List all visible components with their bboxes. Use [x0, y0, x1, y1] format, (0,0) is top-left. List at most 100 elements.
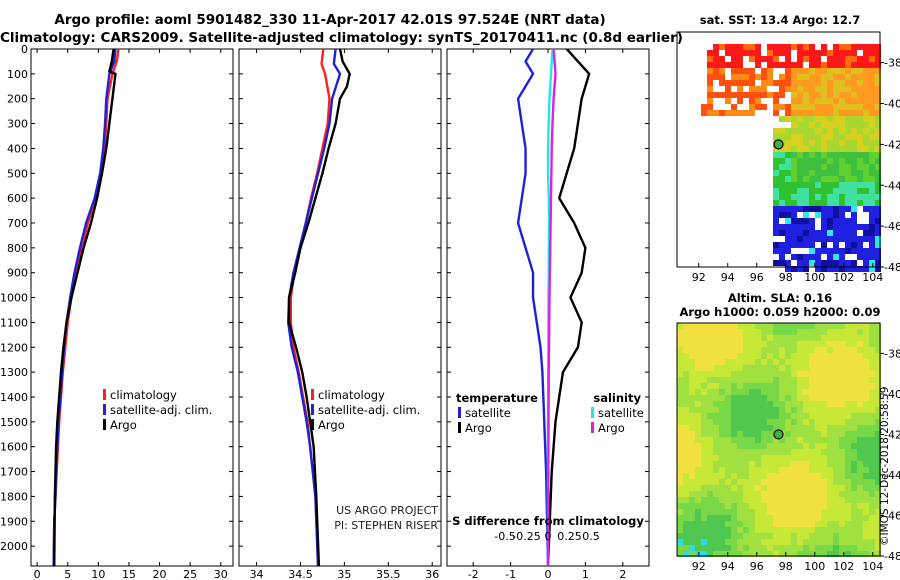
map-cell	[731, 377, 737, 383]
map-cell	[773, 182, 779, 188]
map-cell	[815, 50, 821, 56]
y-tick-label: 2000	[0, 540, 28, 553]
map-cell	[857, 266, 863, 272]
map-cell	[743, 383, 749, 389]
map-cell	[701, 533, 707, 539]
map-cell	[863, 335, 869, 341]
map-cell	[743, 74, 749, 80]
map-cell	[803, 335, 809, 341]
map-cell	[857, 353, 863, 359]
map-cell	[785, 188, 791, 194]
map-cell	[719, 539, 725, 545]
map-cell	[785, 242, 791, 248]
map-cell	[845, 158, 851, 164]
map-cell	[851, 425, 857, 431]
map-cell	[821, 527, 827, 533]
map-cell	[821, 389, 827, 395]
map-cell	[845, 545, 851, 551]
map-cell	[863, 521, 869, 527]
map-cell	[713, 479, 719, 485]
map-cell	[839, 383, 845, 389]
map-cell	[749, 92, 755, 98]
map-cell	[761, 545, 767, 551]
map-cell	[869, 194, 875, 200]
map-cell	[791, 116, 797, 122]
map-cell	[875, 116, 881, 122]
map-cell	[761, 92, 767, 98]
map-cell	[731, 437, 737, 443]
map-cell	[773, 80, 779, 86]
map-cell	[863, 389, 869, 395]
map-cell	[737, 323, 743, 329]
map-cell	[713, 329, 719, 335]
map-cell	[839, 497, 845, 503]
map-cell	[875, 164, 881, 170]
map-cell	[689, 359, 695, 365]
map-cell	[839, 365, 845, 371]
map-cell	[713, 323, 719, 329]
map-cell	[701, 401, 707, 407]
map-cell	[761, 533, 767, 539]
map-cell	[785, 371, 791, 377]
map-cell	[785, 515, 791, 521]
map-cell	[677, 485, 683, 491]
map-cell	[851, 164, 857, 170]
map-cell	[719, 467, 725, 473]
map-cell	[869, 116, 875, 122]
map-cell	[809, 158, 815, 164]
map-cell	[749, 539, 755, 545]
map-cell	[743, 521, 749, 527]
map-cell	[839, 341, 845, 347]
map-cell	[827, 68, 833, 74]
map-cell	[689, 431, 695, 437]
map-cell	[701, 347, 707, 353]
map-cell	[815, 158, 821, 164]
map-cell	[815, 110, 821, 116]
map-cell	[863, 104, 869, 110]
map-cell	[701, 551, 707, 557]
map-cell	[851, 80, 857, 86]
map-cell	[743, 407, 749, 413]
map-cell	[809, 551, 815, 557]
map-cell	[731, 419, 737, 425]
map-cell	[833, 401, 839, 407]
map-cell	[803, 218, 809, 224]
map-cell	[845, 152, 851, 158]
map-cell	[839, 62, 845, 68]
map-cell	[821, 395, 827, 401]
map-cell	[797, 497, 803, 503]
map-cell	[857, 254, 863, 260]
map-cell	[839, 230, 845, 236]
map-cell	[821, 182, 827, 188]
map-cell	[785, 443, 791, 449]
map-cell	[851, 116, 857, 122]
map-cell	[785, 104, 791, 110]
map-cell	[755, 407, 761, 413]
map-cell	[803, 254, 809, 260]
map-cell	[689, 509, 695, 515]
map-cell	[707, 50, 713, 56]
map-cell	[767, 80, 773, 86]
map-cell	[857, 188, 863, 194]
map-cell	[719, 533, 725, 539]
map-cell	[797, 419, 803, 425]
map-cell	[851, 335, 857, 341]
map-cell	[797, 545, 803, 551]
map-cell	[767, 461, 773, 467]
map-cell	[755, 515, 761, 521]
map-cell	[839, 224, 845, 230]
map-cell	[749, 509, 755, 515]
sla-map-subtitle: Argo h1000: 0.059 h2000: 0.09	[679, 305, 880, 319]
map-cell	[809, 50, 815, 56]
map-cell	[857, 323, 863, 329]
map-y-tick-label: -46	[884, 220, 900, 233]
map-cell	[725, 539, 731, 545]
map-cell	[839, 50, 845, 56]
map-cell	[683, 449, 689, 455]
map-cell	[857, 359, 863, 365]
series-line-salinity-argo	[546, 49, 557, 566]
map-cell	[725, 377, 731, 383]
map-cell	[809, 44, 815, 50]
map-cell	[755, 104, 761, 110]
map-cell	[773, 329, 779, 335]
